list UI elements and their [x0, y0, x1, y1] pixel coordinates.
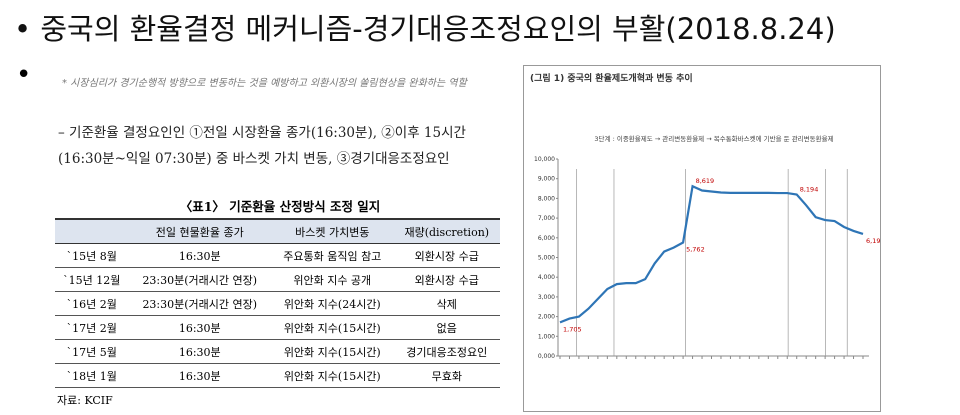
- data-label: 8,194: [800, 186, 819, 194]
- table-cell: 없음: [393, 315, 500, 340]
- data-label: 6,196: [866, 237, 880, 245]
- table-cell: 외환시장 수급: [393, 243, 500, 268]
- y-tick-label: 8,000: [538, 195, 555, 202]
- y-tick-label: 9,000: [538, 176, 555, 183]
- table-cell: 위안화 지수(15시간): [270, 315, 394, 340]
- table-cell: 위안화 지수(24시간): [270, 291, 394, 316]
- table-cell: 16:30분: [128, 339, 271, 364]
- table-cell: `17년 2월: [55, 315, 129, 340]
- table-cell: 위안화 지수 공개: [270, 267, 394, 292]
- table-cell: 16:30분: [128, 315, 271, 340]
- header-row: 전일 현물환율 종가 바스켓 가치변동 재량(discretion): [55, 218, 500, 244]
- point: – 기준환율 결정요인인 ①전일 시장환율 종가(16:30분), ②이후 15…: [58, 125, 466, 167]
- table-cell: `15년 12월: [55, 267, 129, 292]
- table-cell: `16년 2월: [55, 291, 129, 316]
- header-cell: 전일 현물환율 종가: [128, 218, 271, 244]
- data-label: 5,762: [686, 245, 705, 253]
- slide-title: • 중국의 환율결정 메커니즘-경기대응조정요인의 부활(2018.8.24): [14, 6, 836, 48]
- table-cell: 외환시장 수급: [393, 267, 500, 292]
- table-cell: 삭제: [393, 291, 500, 316]
- table-cell: 경기대응조정요인: [393, 339, 500, 364]
- title-text: 중국의 환율결정 메커니즘-경기대응조정요인의 부활(2018.8.24): [40, 12, 836, 46]
- table-row: `17년 2월 16:30분 위안화 지수(15시간) 없음: [55, 315, 500, 340]
- table-row: `16년 2월 23:30분(거래시간 연장) 위안화 지수(24시간) 삭제: [55, 291, 500, 316]
- y-tick-label: 2,000: [538, 314, 555, 321]
- source: 자료: KCIF: [57, 394, 113, 407]
- line: [559, 184, 864, 324]
- table-row: `15년 12월 23:30분(거래시간 연장) 위안화 지수 공개 외환시장 수급: [55, 267, 500, 292]
- note: * 시장심리가 경기순행적 방향으로 변동하는 것을 예방하고 외환시장의 쏠림…: [62, 78, 467, 89]
- table-caption: 〈표1〉 기준환율 산정방식 조정 일지: [179, 199, 381, 214]
- chart-frame: (그림 1) 중국의 환율제도개혁과 변동 추이 3단계 : 이중환율제도 → …: [523, 65, 885, 412]
- table: 전일 현물환율 종가 바스켓 가치변동 재량(discretion) `15년 8월…: [55, 218, 500, 388]
- table-cell: 주요통화 움직임 참고: [270, 243, 394, 268]
- y-tick-label: 1,000: [538, 333, 555, 340]
- chart: (그림 1) 중국의 환율제도개혁과 변동 추이 3단계 : 이중환율제도 → …: [530, 72, 885, 360]
- chart-subtitle: 3단계 : 이중환율제도 → 관리변동환율제 → 복수통화바스켓에 기반을 둔 …: [594, 134, 833, 143]
- y-tick-label: 6,000: [538, 235, 555, 242]
- table-row: `15년 8월 16:30분 주요통화 움직임 참고 외환시장 수급: [55, 243, 500, 268]
- table-row: `18년 1월 16:30분 위안화 지수(15시간) 무효화: [55, 363, 500, 388]
- table-cell: 위안화 지수(15시간): [270, 363, 394, 388]
- y-tick-label: 5,000: [538, 255, 555, 262]
- bullet: •: [16, 60, 32, 90]
- header-cell: 재량(discretion): [393, 218, 500, 244]
- y-tick-label: 3,000: [538, 294, 555, 301]
- y-tick-label: 4,000: [538, 274, 555, 281]
- table-row: `17년 5월 16:30분 위안화 지수(15시간) 경기대응조정요인: [55, 339, 500, 364]
- bullet: •: [14, 12, 41, 46]
- y-tick-label: 0,000: [538, 353, 555, 360]
- table-cell: `18년 1월: [55, 363, 129, 388]
- table-cell: 23:30분(거래시간 연장): [128, 291, 271, 316]
- y-tick-label: 10,000: [534, 156, 555, 163]
- table-cell: 16:30분: [128, 243, 271, 268]
- y-tick-label: 7,000: [538, 215, 555, 222]
- header-cell: 바스켓 가치변동: [270, 218, 394, 244]
- header-cell: [55, 218, 129, 244]
- table-cell: 23:30분(거래시간 연장): [128, 267, 271, 292]
- chart-title: (그림 1) 중국의 환율제도개혁과 변동 추이: [530, 72, 693, 84]
- table-cell: `15년 8월: [55, 243, 129, 268]
- data-label: 8,619: [696, 177, 715, 185]
- table-cell: 무효화: [393, 363, 500, 388]
- table-cell: `17년 5월: [55, 339, 129, 364]
- table-cell: 위안화 지수(15시간): [270, 339, 394, 364]
- data-label: 1,705: [563, 325, 582, 333]
- table-cell: 16:30분: [128, 363, 271, 388]
